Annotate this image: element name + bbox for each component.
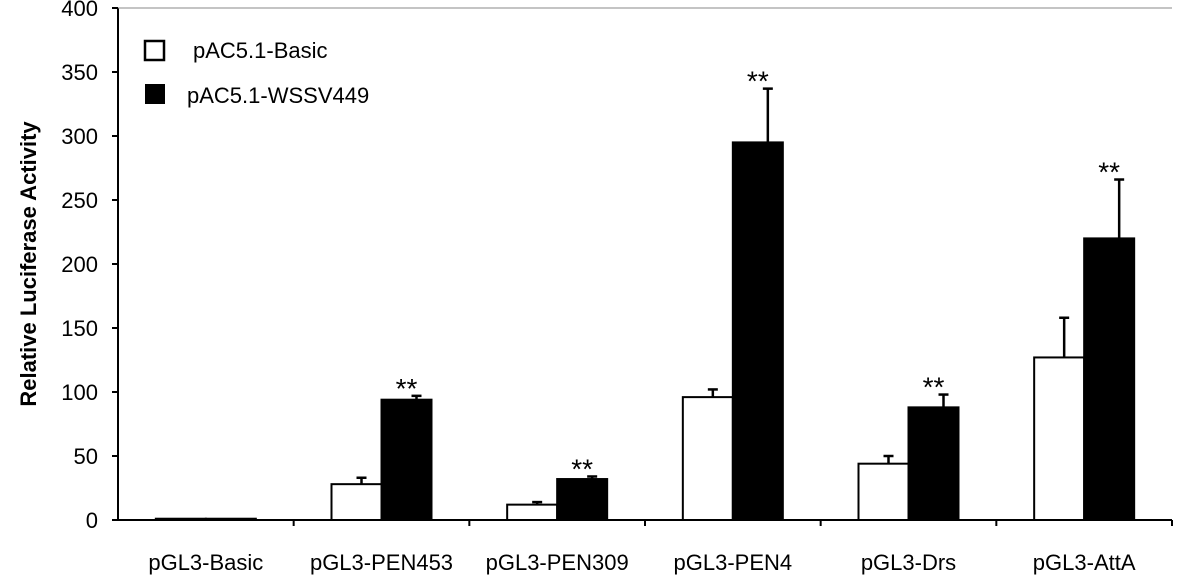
category-label-pgl3-pen453: pGL3-PEN453 [310, 550, 453, 575]
bar-pac5-1-wssv449-pgl3-pen453 [380, 398, 433, 521]
bar-pac5-1-basic-pgl3-pen309 [506, 503, 559, 522]
y-axis-title: Relative Luciferase Activity [16, 121, 41, 407]
bar-pac5-1-wssv449-pgl3-basic [204, 517, 257, 521]
significance-label-pgl3-pen309: ** [571, 453, 593, 484]
legend-swatch-pac51-basic [143, 39, 166, 62]
category-label-pgl3-pen4: pGL3-PEN4 [674, 550, 793, 575]
bar-pac5-1-basic-pgl3-atta [1033, 356, 1086, 521]
y-tick-label: 300 [61, 124, 98, 149]
y-tick-label: 200 [61, 252, 98, 277]
bars [154, 141, 1136, 522]
y-tick-label: 400 [61, 0, 98, 21]
bar-pac5-1-basic-pgl3-drs [857, 462, 910, 521]
legend: pAC5.1-Basic pAC5.1-WSSV449 [143, 38, 369, 108]
category-label-pgl3-basic: pGL3-Basic [148, 550, 263, 575]
legend-swatch-pac51-wssv449 [145, 84, 165, 104]
category-labels: pGL3-Basic pGL3-PEN453 pGL3-PEN309 pGL3-PEN… [148, 550, 1135, 575]
y-tick-label: 50 [74, 444, 98, 469]
bar-pac5-1-basic-pgl3-pen453 [330, 483, 383, 522]
y-tick-label: 250 [61, 188, 98, 213]
y-tick-label: 350 [61, 60, 98, 85]
legend-label-pac51-wssv449: pAC5.1-WSSV449 [187, 83, 369, 108]
bar-pac5-1-wssv449-pgl3-atta [1083, 237, 1136, 521]
y-tick-label: 0 [86, 508, 98, 533]
significance-label-pgl3-pen4: ** [747, 66, 769, 97]
error-bars [356, 87, 1125, 505]
y-ticks: 0 50 100 150 200 250 300 350 400 [61, 0, 118, 533]
significance-label-pgl3-atta: ** [1098, 157, 1120, 188]
bar-pac5-1-wssv449-pgl3-pen4 [731, 141, 784, 521]
bar-pac5-1-wssv449-pgl3-drs [907, 406, 960, 521]
category-label-pgl3-pen309: pGL3-PEN309 [486, 550, 629, 575]
legend-label-pac51-basic: pAC5.1-Basic [193, 38, 328, 63]
x-ticks [292, 520, 1173, 526]
bar-pac5-1-wssv449-pgl3-pen309 [556, 478, 609, 522]
significance-label-pgl3-drs: ** [923, 372, 945, 403]
y-tick-label: 100 [61, 380, 98, 405]
y-tick-label: 150 [61, 316, 98, 341]
significance-annotations: ** ** ** ** ** [396, 66, 1121, 485]
category-label-pgl3-drs: pGL3-Drs [861, 550, 956, 575]
bar-pac5-1-basic-pgl3-pen4 [681, 396, 734, 521]
significance-label-pgl3-pen453: ** [396, 373, 418, 404]
category-label-pgl3-atta: pGL3-AttA [1033, 550, 1136, 575]
bar-pac5-1-basic-pgl3-basic [154, 517, 207, 521]
